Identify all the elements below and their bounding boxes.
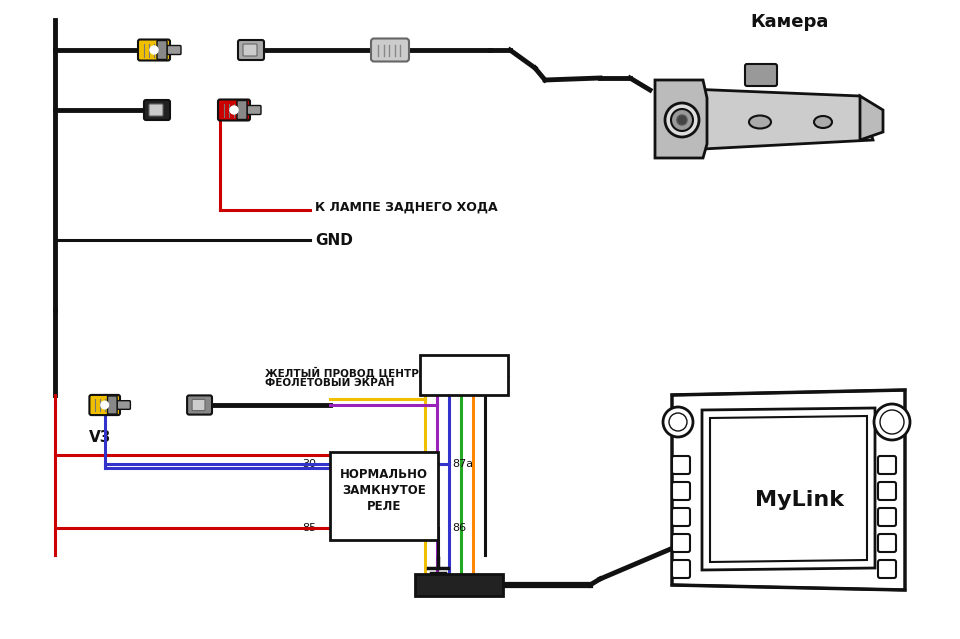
FancyBboxPatch shape (672, 456, 690, 474)
Polygon shape (672, 390, 905, 590)
FancyBboxPatch shape (247, 105, 261, 114)
FancyBboxPatch shape (243, 44, 257, 56)
Text: ЖЕЛТЫЙ ПРОВОД ЦЕНТРАЛЬНАЯ ЖИЛА: ЖЕЛТЫЙ ПРОВОД ЦЕНТРАЛЬНАЯ ЖИЛА (265, 366, 510, 378)
Circle shape (230, 106, 238, 114)
Polygon shape (710, 416, 867, 562)
FancyBboxPatch shape (218, 100, 250, 121)
Polygon shape (702, 408, 875, 570)
Circle shape (665, 103, 699, 137)
FancyBboxPatch shape (108, 396, 117, 414)
FancyBboxPatch shape (237, 100, 247, 119)
FancyBboxPatch shape (878, 456, 896, 474)
Circle shape (663, 407, 693, 437)
FancyBboxPatch shape (878, 508, 896, 526)
Text: Камера: Камера (751, 13, 829, 31)
Text: GND: GND (315, 233, 353, 247)
FancyBboxPatch shape (672, 508, 690, 526)
FancyBboxPatch shape (672, 534, 690, 552)
Text: ФЕОЛЕТОВЫЙ ЭКРАН: ФЕОЛЕТОВЫЙ ЭКРАН (265, 378, 395, 388)
FancyBboxPatch shape (187, 396, 212, 415)
FancyBboxPatch shape (878, 560, 896, 578)
Text: MyLink: MyLink (756, 490, 845, 510)
Text: НОРМАЛЬНО: НОРМАЛЬНО (340, 468, 428, 481)
Ellipse shape (749, 116, 771, 128)
FancyBboxPatch shape (238, 40, 264, 60)
Polygon shape (665, 88, 873, 151)
Text: ЗАМКНУТОЕ: ЗАМКНУТОЕ (342, 484, 426, 497)
Polygon shape (655, 80, 707, 158)
Text: V3: V3 (89, 429, 111, 445)
Text: 30: 30 (302, 459, 316, 469)
FancyBboxPatch shape (157, 40, 167, 59)
Text: РЕЛЕ: РЕЛЕ (367, 500, 401, 512)
FancyBboxPatch shape (192, 399, 205, 411)
FancyBboxPatch shape (878, 482, 896, 500)
FancyBboxPatch shape (672, 560, 690, 578)
Circle shape (671, 109, 693, 131)
FancyBboxPatch shape (89, 395, 120, 415)
Text: 87a: 87a (452, 459, 473, 469)
Text: 85: 85 (301, 523, 316, 533)
FancyBboxPatch shape (878, 534, 896, 552)
Circle shape (101, 401, 108, 409)
Circle shape (874, 404, 910, 440)
Circle shape (880, 410, 904, 434)
FancyBboxPatch shape (420, 355, 508, 395)
FancyBboxPatch shape (330, 452, 438, 540)
FancyBboxPatch shape (745, 64, 777, 86)
FancyBboxPatch shape (672, 482, 690, 500)
Circle shape (150, 46, 158, 54)
FancyBboxPatch shape (415, 574, 503, 596)
FancyBboxPatch shape (149, 104, 163, 116)
Text: 86: 86 (452, 523, 467, 533)
Ellipse shape (814, 116, 832, 128)
Text: К ЛАМПЕ ЗАДНЕГО ХОДА: К ЛАМПЕ ЗАДНЕГО ХОДА (315, 201, 497, 213)
FancyBboxPatch shape (117, 401, 131, 410)
Text: РАЗЪЕМ AUX: РАЗЪЕМ AUX (422, 370, 506, 380)
Circle shape (677, 115, 687, 125)
Polygon shape (860, 96, 883, 140)
FancyBboxPatch shape (167, 45, 181, 54)
FancyBboxPatch shape (138, 40, 170, 61)
Circle shape (669, 413, 687, 431)
FancyBboxPatch shape (371, 38, 409, 61)
FancyBboxPatch shape (144, 100, 170, 120)
